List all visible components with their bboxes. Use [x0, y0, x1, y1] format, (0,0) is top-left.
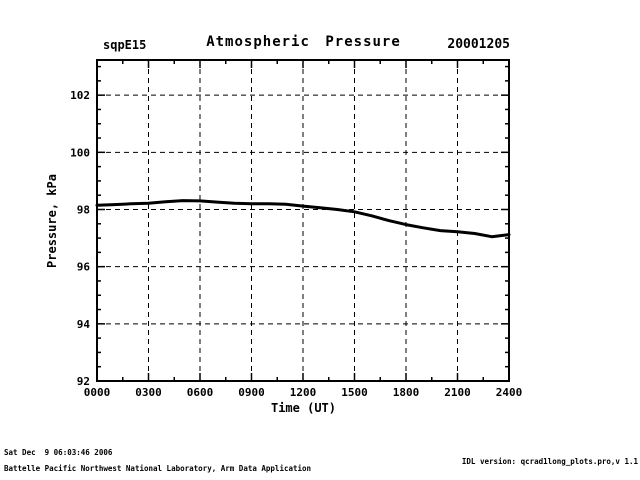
pressure-data-line	[95, 199, 511, 239]
x-tick-label-0900: 0900	[238, 386, 265, 399]
chart-title: Atmospheric Pressure	[206, 34, 401, 50]
y-tick-label-100: 100	[70, 146, 90, 159]
x-tick-label-1500: 1500	[341, 386, 368, 399]
x-tick-label-1800: 1800	[393, 386, 420, 399]
y-tick-label-96: 96	[77, 261, 91, 274]
x-tick-label-2400: 2400	[496, 386, 523, 399]
footer-organization: Battelle Pacific Northwest National Labo…	[4, 464, 312, 473]
y-tick-label-102: 102	[70, 89, 90, 102]
x-tick-label-0600: 0600	[187, 386, 214, 399]
x-tick-label-1200: 1200	[290, 386, 317, 399]
footer-version-block: IDL version: qcrad1long_plots.pro,v 1.1 …	[403, 441, 638, 480]
y-tick-label-98: 98	[77, 203, 90, 216]
date-label: 20001205	[447, 37, 510, 52]
x-tick-label-2100: 2100	[444, 386, 471, 399]
y-tick-label-92: 92	[77, 375, 90, 388]
site-label: sqpE15	[103, 38, 147, 52]
footer-timestamp: Sat Dec 9 06:03:46 2006	[4, 448, 113, 457]
footer-idl-version: IDL version: qcrad1long_plots.pro,v 1.1	[461, 457, 638, 467]
x-axis-title: Time (UT)	[270, 401, 337, 415]
y-tick-label-94: 94	[77, 318, 91, 331]
x-tick-label-0000: 0000	[84, 386, 111, 399]
x-tick-label-0300: 0300	[135, 386, 162, 399]
